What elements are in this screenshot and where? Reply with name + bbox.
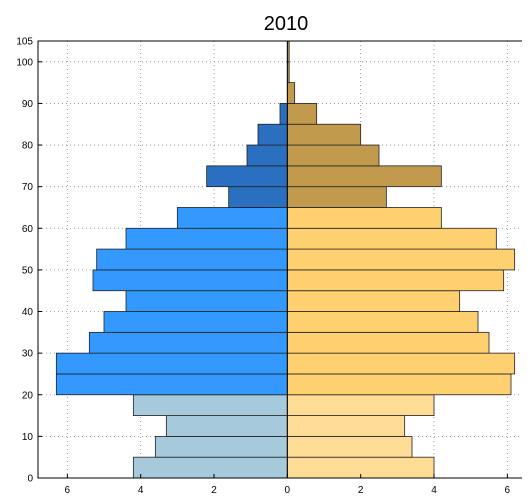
- bar-left-age-30: [88, 331, 288, 354]
- bar-left-age-10: [165, 415, 288, 437]
- x-tick-label-6: 6: [505, 485, 511, 496]
- y-tick-label-0: 0: [27, 474, 33, 485]
- bar-right-age-25: [286, 352, 516, 375]
- bar-left-age-50: [96, 248, 288, 271]
- bar-left-age-40: [125, 290, 288, 312]
- bar-right-age-55: [286, 227, 497, 250]
- y-tick-label-3: 30: [22, 349, 34, 360]
- bar-left-age-45: [92, 269, 288, 292]
- bar-right-age-65: [286, 186, 387, 208]
- bar-left-age-35: [103, 311, 288, 333]
- bar-left-age-80: [257, 123, 288, 146]
- y-tick-label-10: 100: [16, 57, 33, 68]
- bar-right-age-15: [286, 394, 435, 416]
- x-tick-label-3: 0: [285, 485, 291, 496]
- bar-right-age-60: [286, 207, 442, 229]
- bar-right-age-90: [286, 82, 296, 104]
- bar-left-age-15: [132, 394, 288, 416]
- bar-right-age-20: [286, 373, 512, 396]
- bar-right-age-30: [286, 331, 490, 354]
- bar-right-age-5: [286, 435, 413, 458]
- bar-left-age-0: [132, 456, 288, 479]
- bar-left-age-5: [154, 435, 288, 458]
- bar-right-age-40: [286, 290, 461, 312]
- chart-title: 2010: [264, 13, 309, 35]
- bar-left-age-85: [279, 103, 288, 125]
- y-tick-label-2: 20: [22, 390, 34, 401]
- plot-frame: [37, 40, 522, 479]
- bar-right-age-35: [286, 311, 479, 333]
- y-tick-label-8: 80: [22, 141, 34, 152]
- bar-left-age-60: [176, 207, 288, 229]
- x-tick-label-4: 2: [358, 485, 364, 496]
- x-tick-label-2: 2: [211, 485, 217, 496]
- bar-left-age-65: [228, 186, 288, 208]
- y-tick-label-5: 50: [22, 265, 34, 276]
- bar-right-age-85: [286, 103, 318, 125]
- x-tick-label-1: 4: [138, 485, 144, 496]
- bar-right-age-70: [286, 165, 442, 188]
- bar-left-age-20: [55, 373, 288, 396]
- bar-right-age-50: [286, 248, 516, 271]
- bar-left-age-55: [125, 227, 288, 250]
- y-tick-label-1: 10: [22, 432, 34, 443]
- y-tick-label-7: 70: [22, 182, 34, 193]
- y-tick-label-4: 40: [22, 307, 34, 318]
- x-tick-label-0: 6: [65, 485, 71, 496]
- bar-left-age-75: [246, 144, 288, 167]
- bar-right-age-75: [286, 144, 380, 167]
- bar-right-age-10: [286, 415, 406, 437]
- bars: [55, 40, 516, 479]
- y-tick-label-6: 60: [22, 224, 34, 235]
- bar-left-age-25: [55, 352, 288, 375]
- bar-left-age-70: [206, 165, 288, 188]
- y-tick-label-9: 90: [22, 99, 34, 110]
- bar-right-age-80: [286, 123, 362, 146]
- y-tick-label-11: 105: [16, 37, 33, 48]
- x-tick-label-5: 4: [431, 485, 437, 496]
- bar-right-age-45: [286, 269, 505, 292]
